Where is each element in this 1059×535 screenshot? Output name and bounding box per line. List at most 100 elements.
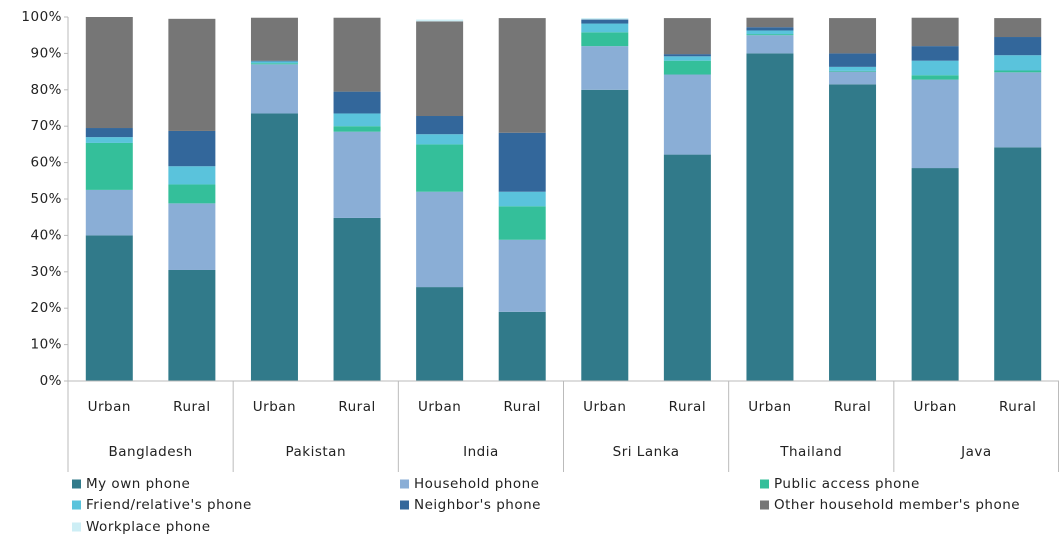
x-tick-label: Rural: [173, 399, 210, 415]
x-tick-label: Rural: [999, 399, 1036, 415]
group-label: Sri Lanka: [613, 444, 680, 460]
bar-segment: [746, 53, 794, 382]
bar-segment: [994, 147, 1042, 381]
bar-segment: [416, 134, 464, 145]
x-tick-label: Urban: [253, 399, 296, 415]
bar-segment: [581, 19, 629, 24]
bar-segment: [581, 46, 629, 90]
bar-segment: [416, 19, 464, 22]
bar-segment: [85, 235, 133, 381]
bar-segment: [829, 84, 877, 381]
bar-segment: [333, 131, 381, 218]
bar-segment: [911, 168, 959, 381]
y-tick-label: 0%: [40, 373, 62, 389]
bar-segment: [498, 311, 546, 381]
bar-segment: [746, 17, 794, 28]
bar-segment: [994, 37, 1042, 56]
legend-label: Public access phone: [774, 476, 920, 492]
x-tick-label: Rural: [338, 399, 375, 415]
legend-label: Friend/relative's phone: [86, 497, 252, 513]
x-tick-label: Rural: [504, 399, 541, 415]
bar-segment: [85, 137, 133, 143]
bar-segment: [581, 23, 629, 33]
bar-segment: [333, 217, 381, 381]
bar-segment: [250, 64, 298, 114]
bar-segment: [416, 191, 464, 288]
x-tick-label: Rural: [834, 399, 871, 415]
y-tick-label: 30%: [30, 264, 62, 280]
group-label: Pakistan: [285, 444, 346, 460]
legend-label: Workplace phone: [86, 519, 211, 535]
y-tick-label: 80%: [30, 82, 62, 98]
bar-segment: [168, 203, 216, 270]
bar-segment: [581, 32, 629, 47]
legend-swatch: [400, 479, 409, 489]
bar-segment: [663, 154, 711, 381]
bar-segment: [498, 18, 546, 133]
bar-segment: [663, 74, 711, 155]
bar-segment: [416, 21, 464, 117]
bar-segment: [911, 75, 959, 80]
y-tick-label: 40%: [30, 227, 62, 243]
bar-segment: [994, 70, 1042, 73]
legend-swatch: [72, 479, 81, 489]
y-tick-label: 90%: [30, 45, 62, 61]
bar-segment: [746, 30, 794, 35]
bar-segment: [85, 189, 133, 236]
group-label: Thailand: [779, 444, 842, 460]
y-tick-label: 60%: [30, 155, 62, 171]
bar-segment: [746, 34, 794, 36]
bar-segment: [663, 18, 711, 55]
bar-segment: [85, 17, 133, 129]
bar-segment: [498, 239, 546, 312]
legend-label: Neighbor's phone: [414, 497, 541, 513]
bar-segment: [829, 66, 877, 71]
bar-segment: [416, 144, 464, 192]
bar-segment: [911, 46, 959, 61]
bar-segment: [994, 72, 1042, 148]
legend-swatch: [72, 500, 81, 510]
bar-segment: [581, 18, 629, 20]
x-tick-label: Urban: [88, 399, 131, 415]
bar-segment: [746, 35, 794, 54]
bar-segment: [168, 269, 216, 381]
bar-segment: [498, 206, 546, 240]
bar-segment: [498, 191, 546, 207]
bar-segment: [829, 70, 877, 72]
group-label: Bangladesh: [109, 444, 193, 460]
bar-segment: [911, 17, 959, 47]
bar-segment: [663, 60, 711, 75]
bar-segment: [498, 132, 546, 192]
legend-label: My own phone: [86, 476, 190, 492]
bar-segment: [168, 166, 216, 185]
bar-segment: [911, 60, 959, 76]
bar-segment: [829, 71, 877, 85]
bar-segment: [85, 128, 133, 138]
y-tick-label: 70%: [30, 118, 62, 134]
legend-swatch: [760, 500, 769, 510]
group-label: India: [463, 444, 499, 460]
x-tick-label: Rural: [669, 399, 706, 415]
bar-segment: [911, 79, 959, 169]
legend-swatch: [400, 500, 409, 510]
bar-segment: [168, 18, 216, 131]
bar-segment: [746, 27, 794, 31]
x-tick-label: Urban: [913, 399, 956, 415]
bar-segment: [85, 142, 133, 190]
bar-segment: [250, 60, 298, 62]
bar-segment: [829, 53, 877, 67]
bar-segment: [416, 287, 464, 381]
bar-segment: [994, 55, 1042, 71]
bar-segment: [250, 63, 298, 65]
legend-swatch: [760, 479, 769, 489]
bar-segment: [333, 113, 381, 127]
x-tick-label: Urban: [583, 399, 626, 415]
bar-segment: [168, 130, 216, 167]
bar-segment: [333, 126, 381, 132]
bar-segment: [168, 184, 216, 204]
bar-segment: [250, 61, 298, 64]
bar-segment: [994, 18, 1042, 38]
y-tick-label: 100%: [21, 9, 62, 25]
y-tick-label: 10%: [30, 337, 62, 353]
